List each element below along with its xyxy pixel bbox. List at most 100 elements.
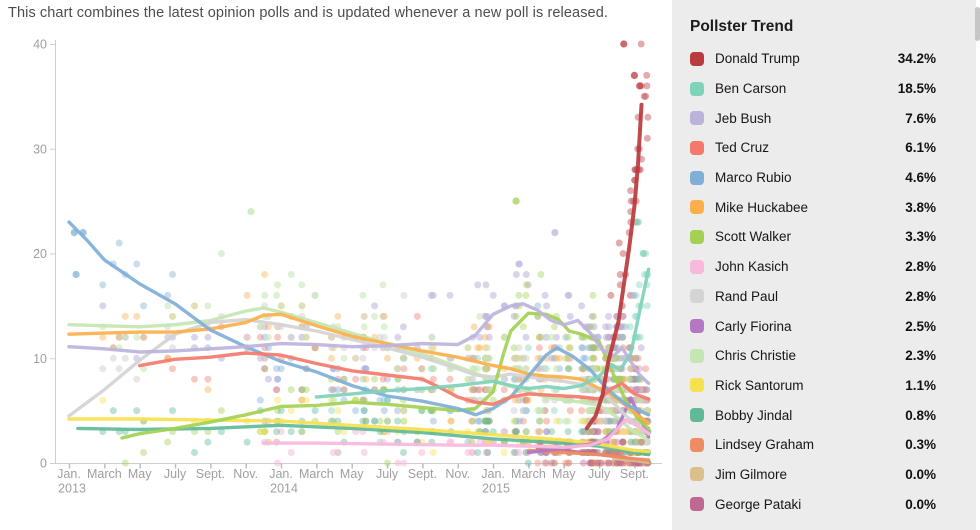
legend-item-ben-carson[interactable]: Ben Carson 18.5% (672, 74, 976, 104)
svg-text:Nov.: Nov. (445, 467, 470, 481)
pollster-trend-panel: Pollster Trend Donald Trump 34.2% Ben Cars… (672, 0, 976, 530)
candidate-name: Lindsey Graham (715, 437, 815, 453)
trend-line-bobby-jindal (76, 423, 651, 457)
legend-item-scott-walker[interactable]: Scott Walker 3.3% (672, 222, 976, 252)
candidate-trend-value: 1.1% (905, 377, 936, 393)
candidate-trend-value: 34.2% (897, 51, 936, 67)
outlier-dot-ben-carson (639, 249, 647, 258)
chart-description: This chart combines the latest opinion p… (8, 5, 609, 21)
candidate-trend-value: 4.6% (905, 170, 936, 186)
legend-item-mike-huckabee[interactable]: Mike Huckabee 3.8% (672, 192, 976, 222)
legend-item-george-pataki[interactable]: George Pataki 0.0% (672, 489, 976, 519)
trend-line-lindsey-graham (526, 448, 651, 462)
svg-text:July: July (164, 467, 187, 481)
svg-text:2015: 2015 (482, 482, 510, 496)
svg-text:0: 0 (40, 457, 47, 471)
ben-carson-color-swatch (690, 81, 704, 96)
candidate-trend-value: 7.6% (905, 110, 936, 126)
legend-item-carly-fiorina[interactable]: Carly Fiorina 2.5% (672, 311, 976, 341)
svg-text:40: 40 (33, 38, 47, 52)
george-pataki-color-swatch (690, 497, 704, 512)
svg-text:30: 30 (33, 142, 47, 156)
lindsey-graham-color-swatch (690, 437, 704, 452)
legend-item-john-kasich[interactable]: John Kasich 2.8% (672, 252, 976, 282)
candidate-trend-value: 2.5% (905, 318, 936, 334)
legend-item-donald-trump[interactable]: Donald Trump 34.2% (672, 44, 976, 74)
mike-huckabee-color-swatch (690, 200, 704, 215)
svg-text:March: March (87, 467, 122, 481)
outlier-dot-chris-christie (247, 208, 255, 216)
candidate-name: Donald Trump (715, 51, 800, 67)
candidate-trend-value: 3.3% (905, 229, 936, 245)
legend-item-rick-santorum[interactable]: Rick Santorum 1.1% (672, 371, 976, 401)
donald-trump-color-swatch (690, 51, 704, 66)
candidate-trend-value: 2.3% (905, 348, 936, 364)
candidate-name: Rick Santorum (715, 377, 804, 393)
rick-santorum-color-swatch (690, 378, 704, 393)
legend-item-chris-christie[interactable]: Chris Christie 2.3% (672, 341, 976, 371)
legend-item-marco-rubio[interactable]: Marco Rubio 4.6% (672, 163, 976, 193)
candidate-name: Jeb Bush (715, 110, 772, 126)
candidate-trend-value: 18.5% (897, 81, 936, 97)
trend-line-john-kasich (261, 418, 651, 449)
svg-text:10: 10 (33, 352, 47, 366)
candidate-trend-value: 0.8% (905, 407, 936, 423)
ted-cruz-color-swatch (690, 140, 704, 155)
svg-text:2014: 2014 (270, 482, 298, 496)
scott-walker-color-swatch (690, 229, 704, 244)
trend-line-ben-carson (314, 267, 651, 399)
svg-text:Sept.: Sept. (408, 467, 437, 481)
candidate-name: Mike Huckabee (715, 199, 809, 215)
candidate-name: Ben Carson (715, 81, 787, 97)
trend-line-donald-trump (584, 102, 644, 431)
svg-text:Nov.: Nov. (233, 467, 258, 481)
jeb-bush-color-swatch (690, 111, 704, 126)
marco-rubio-color-swatch (690, 170, 704, 185)
legend-list: Donald Trump 34.2% Ben Carson 18.5% Jeb Bush… (672, 44, 976, 519)
svg-text:May: May (552, 467, 576, 481)
candidate-name: Marco Rubio (715, 170, 792, 186)
trend-line-rand-paul (67, 317, 651, 436)
poll-dots-scott-walker (121, 271, 651, 467)
scrollbar-thumb[interactable] (975, 7, 980, 41)
legend-item-ted-cruz[interactable]: Ted Cruz 6.1% (672, 133, 976, 163)
candidate-trend-value: 2.8% (905, 288, 936, 304)
outlier-dot-marco-rubio (72, 270, 80, 279)
candidate-name: Bobby Jindal (715, 407, 793, 423)
trend-line-jim-gilmore (611, 457, 650, 465)
legend-item-lindsey-graham[interactable]: Lindsey Graham 0.3% (672, 430, 976, 460)
legend-item-rand-paul[interactable]: Rand Paul 2.8% (672, 282, 976, 312)
chris-christie-color-swatch (690, 348, 704, 363)
candidate-trend-value: 3.8% (905, 199, 936, 215)
trend-line-marco-rubio (67, 220, 651, 417)
legend-item-bobby-jindal[interactable]: Bobby Jindal 0.8% (672, 400, 976, 430)
poll-dots-bobby-jindal (99, 407, 652, 467)
svg-text:May: May (128, 467, 152, 481)
candidate-name: Carly Fiorina (715, 318, 792, 334)
svg-text:Sept.: Sept. (620, 467, 649, 481)
bobby-jindal-color-swatch (690, 408, 704, 423)
svg-text:2013: 2013 (58, 482, 86, 496)
candidate-trend-value: 6.1% (905, 140, 936, 156)
rand-paul-color-swatch (690, 289, 704, 304)
outlier-dot-donald-trump (636, 82, 644, 90)
candidate-name: Jim Gilmore (715, 466, 788, 482)
trend-line-rick-santorum (67, 417, 651, 454)
candidate-name: George Pataki (715, 496, 802, 512)
candidate-trend-value: 2.8% (905, 259, 936, 275)
svg-text:Jan.: Jan. (269, 467, 293, 481)
outlier-dot-jeb-bush (551, 229, 559, 237)
svg-text:Jan.: Jan. (481, 467, 505, 481)
svg-text:Jan.: Jan. (57, 467, 81, 481)
svg-text:Sept.: Sept. (196, 467, 225, 481)
legend-item-jim-gilmore[interactable]: Jim Gilmore 0.0% (672, 460, 976, 490)
outlier-poll-dots (70, 40, 647, 279)
svg-text:July: July (376, 467, 399, 481)
legend-item-jeb-bush[interactable]: Jeb Bush 7.6% (672, 103, 976, 133)
outlier-dot-ben-carson (634, 218, 642, 226)
john-kasich-color-swatch (690, 259, 704, 274)
svg-text:March: March (299, 467, 334, 481)
